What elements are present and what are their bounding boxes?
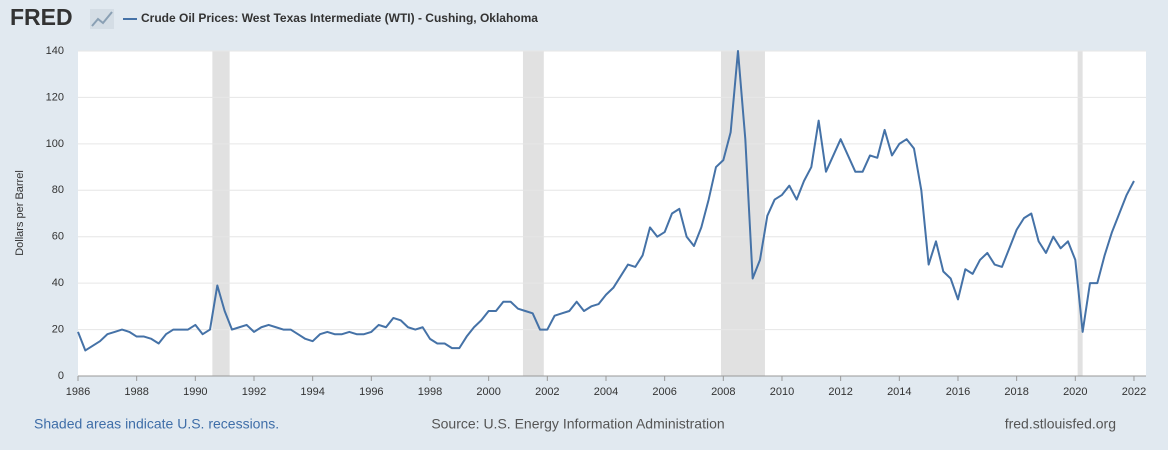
x-tick-label: 1988 (124, 386, 148, 398)
x-tick-label: 1992 (242, 386, 266, 398)
logo-icon (90, 9, 114, 29)
x-tick-label: 1986 (66, 386, 90, 398)
y-tick-label: 140 (46, 45, 64, 57)
x-tick-label: 2018 (1004, 386, 1028, 398)
footer-note[interactable]: Shaded areas indicate U.S. recessions. (34, 416, 279, 432)
x-tick-label: 2000 (476, 386, 500, 398)
footer-source: Source: U.S. Energy Information Administ… (431, 416, 724, 432)
y-axis-label: Dollars per Barrel (14, 170, 26, 256)
legend-label: Crude Oil Prices: West Texas Intermediat… (141, 11, 538, 25)
x-tick-label: 2014 (887, 386, 911, 398)
y-tick-label: 0 (58, 370, 64, 382)
x-tick-label: 2010 (770, 386, 794, 398)
y-tick-label: 60 (52, 231, 64, 243)
y-tick-label: 40 (52, 277, 64, 289)
recession-shade (522, 51, 544, 376)
x-tick-label: 2022 (1122, 386, 1146, 398)
x-tick-label: 1994 (300, 386, 324, 398)
y-tick-label: 120 (46, 91, 64, 103)
logo: FRED (10, 4, 73, 30)
x-tick-label: 2002 (535, 386, 559, 398)
recession-shade (212, 51, 230, 376)
series-line (77, 50, 1135, 352)
y-tick-label: 100 (46, 138, 64, 150)
x-tick-label: 2006 (652, 386, 676, 398)
x-tick-label: 2004 (594, 386, 618, 398)
x-tick-label: 1996 (359, 386, 383, 398)
y-tick-label: 80 (52, 184, 64, 196)
y-tick-label: 20 (52, 323, 64, 335)
plot-area (78, 51, 1146, 376)
x-tick-label: 1990 (183, 386, 207, 398)
x-tick-label: 2020 (1063, 386, 1087, 398)
footer-url[interactable]: fred.stlouisfed.org (1005, 416, 1116, 432)
x-tick-label: 2016 (946, 386, 970, 398)
x-tick-label: 1998 (418, 386, 442, 398)
x-tick-label: 2008 (711, 386, 735, 398)
x-tick-label: 2012 (828, 386, 852, 398)
recession-shade (1077, 51, 1083, 376)
